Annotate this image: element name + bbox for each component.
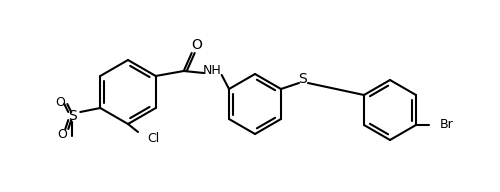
Text: Br: Br bbox=[440, 118, 454, 132]
Text: S: S bbox=[68, 109, 76, 123]
Text: Cl: Cl bbox=[147, 132, 159, 146]
Text: O: O bbox=[58, 127, 67, 141]
Text: NH: NH bbox=[202, 65, 221, 78]
Text: O: O bbox=[56, 95, 65, 108]
Text: S: S bbox=[298, 72, 308, 86]
Text: O: O bbox=[192, 38, 202, 52]
